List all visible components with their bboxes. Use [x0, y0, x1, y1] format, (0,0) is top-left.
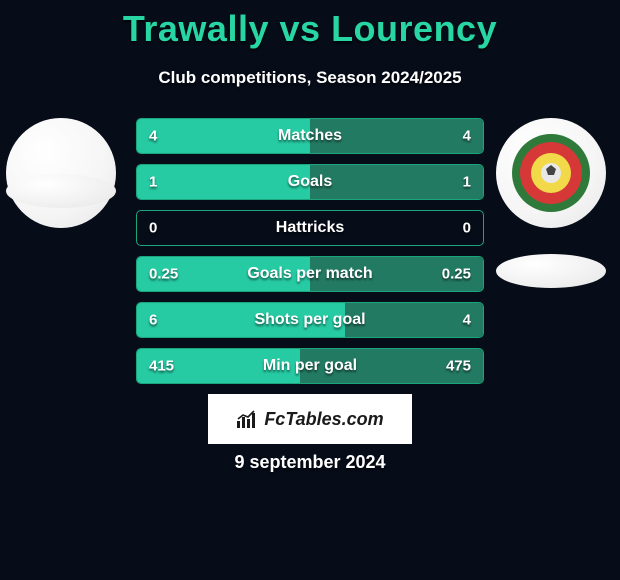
stat-label: Goals	[288, 173, 332, 191]
stat-value-right: 1	[463, 174, 471, 191]
stat-fill-left	[137, 165, 310, 199]
stat-label: Shots per goal	[254, 311, 365, 329]
player-left-team-placeholder	[6, 174, 116, 208]
stat-label: Goals per match	[247, 265, 372, 283]
stat-value-left: 0.25	[149, 266, 178, 283]
stat-label: Min per goal	[263, 357, 357, 375]
stat-row: 4 Matches 4	[136, 118, 484, 154]
subtitle: Club competitions, Season 2024/2025	[0, 68, 620, 88]
player-right-team-placeholder	[496, 254, 606, 288]
stat-value-left: 415	[149, 358, 174, 375]
stat-value-right: 4	[463, 128, 471, 145]
stat-row: 415 Min per goal 475	[136, 348, 484, 384]
stat-value-left: 6	[149, 312, 157, 329]
brand-badge: FcTables.com	[208, 394, 412, 444]
player-left-name: Trawally	[123, 8, 269, 49]
stat-value-right: 475	[446, 358, 471, 375]
brand-logo-icon	[236, 409, 258, 429]
stat-row: 0 Hattricks 0	[136, 210, 484, 246]
stat-value-right: 0	[463, 220, 471, 237]
player-left-avatar	[6, 118, 116, 228]
player-right-avatar	[496, 118, 606, 228]
stat-value-left: 1	[149, 174, 157, 191]
stat-value-right: 4	[463, 312, 471, 329]
stat-row: 6 Shots per goal 4	[136, 302, 484, 338]
vs-text: vs	[280, 8, 321, 49]
stat-value-left: 0	[149, 220, 157, 237]
stat-row: 1 Goals 1	[136, 164, 484, 200]
stat-fill-right	[310, 165, 483, 199]
stats-panel: 4 Matches 4 1 Goals 1 0 Hattricks 0 0.25 Goals per…	[136, 118, 484, 394]
stat-row: 0.25 Goals per match 0.25	[136, 256, 484, 292]
page-title: Trawally vs Lourency	[0, 0, 620, 50]
stat-label: Matches	[278, 127, 342, 145]
team-crest-icon	[510, 132, 592, 214]
stat-label: Hattricks	[276, 219, 344, 237]
stat-value-right: 0.25	[442, 266, 471, 283]
brand-text: FcTables.com	[264, 409, 383, 430]
date-text: 9 september 2024	[0, 452, 620, 473]
player-right-name: Lourency	[331, 8, 497, 49]
stat-value-left: 4	[149, 128, 157, 145]
